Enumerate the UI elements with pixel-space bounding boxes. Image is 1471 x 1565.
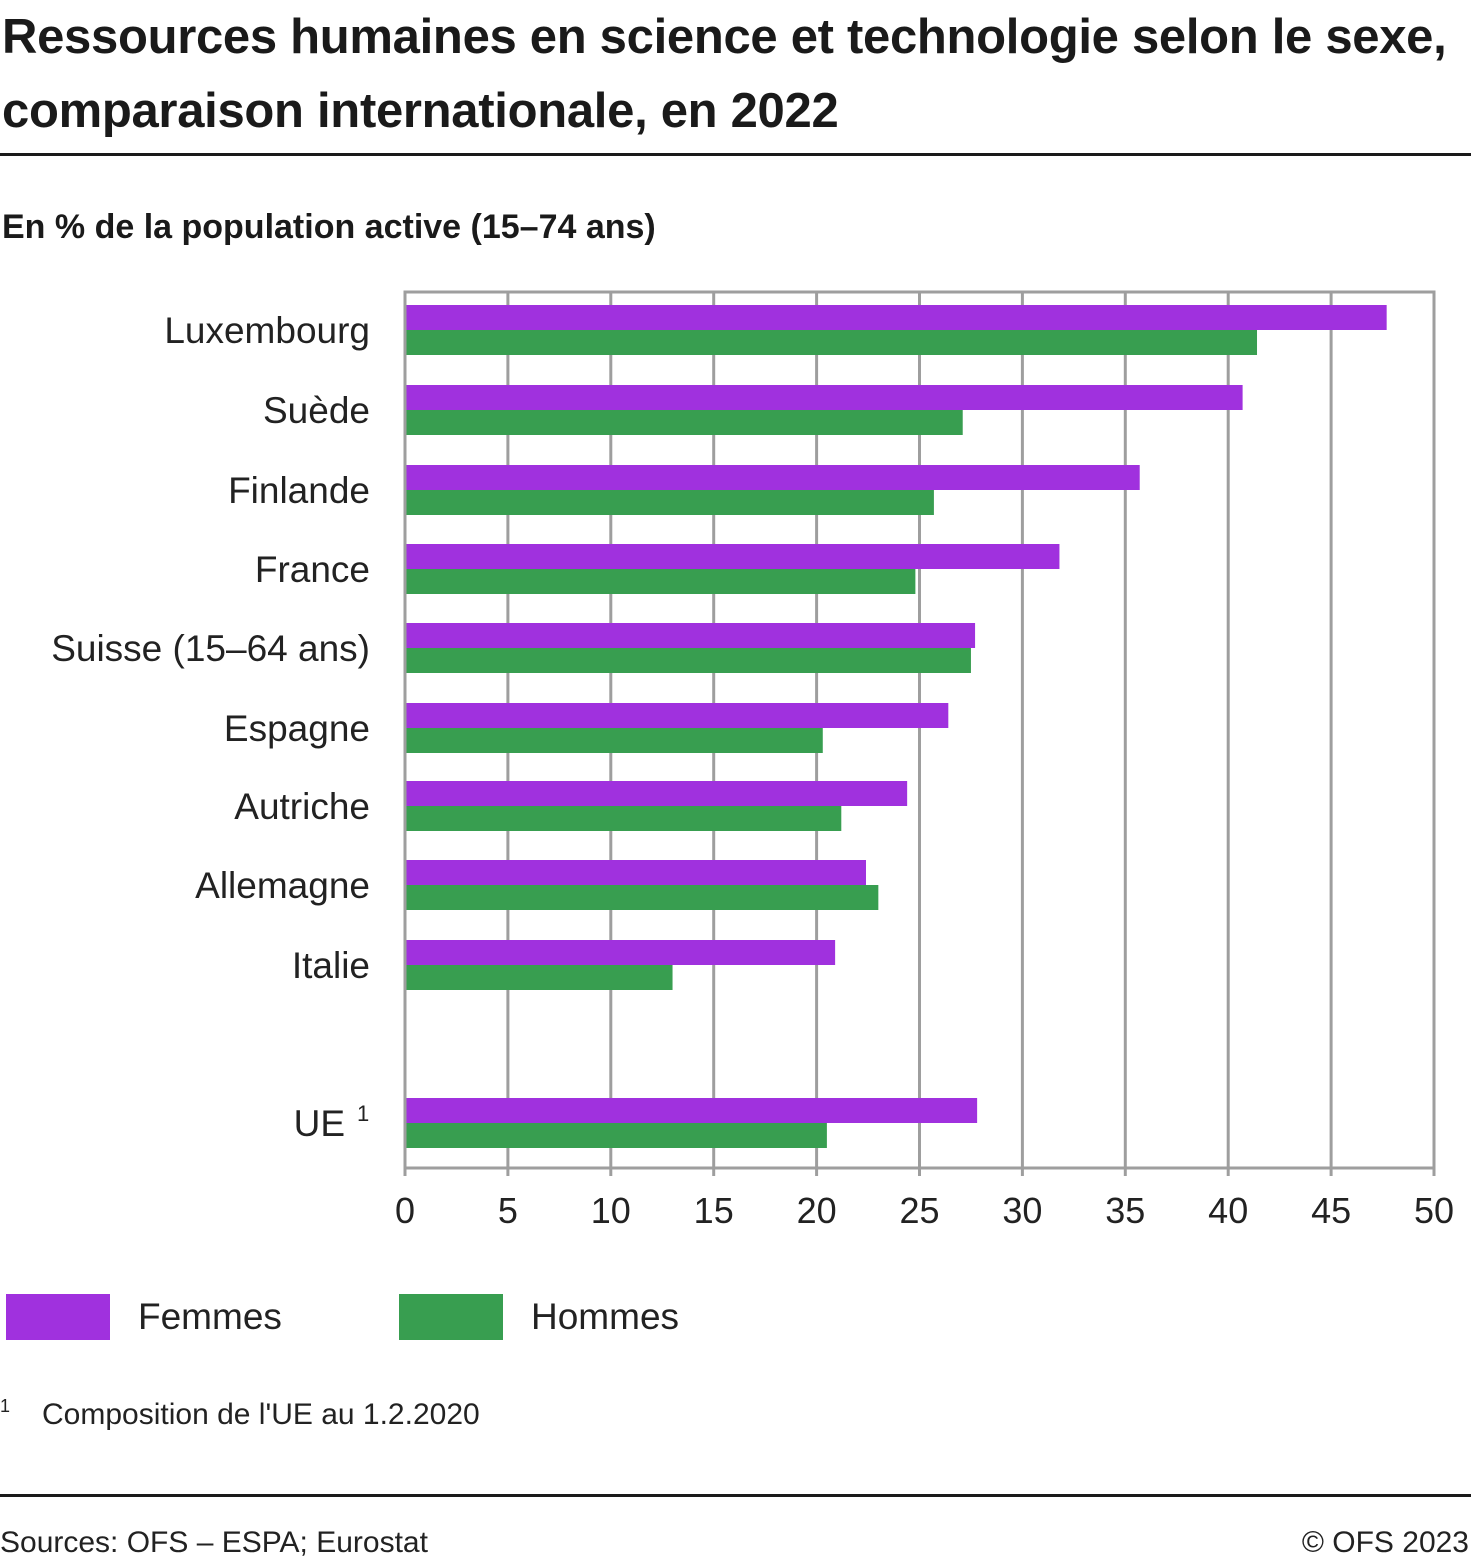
x-tick-label: 40 <box>1208 1190 1248 1231</box>
bar-femmes <box>406 623 976 648</box>
footer-divider <box>0 1494 1471 1497</box>
bar-chart: 0 5 10 15 20 25 30 35 40 45 50 Luxembourg Suède Finla… <box>51 290 1454 1231</box>
bar-hommes <box>406 885 879 910</box>
category-label: Suède <box>263 390 370 431</box>
bar-femmes <box>406 544 1060 569</box>
bar-hommes <box>406 965 673 990</box>
footnote: 1 Composition de l'UE au 1.2.2020 <box>0 1396 480 1432</box>
x-tick-label: 0 <box>395 1190 415 1231</box>
bar-hommes <box>406 1123 827 1148</box>
x-tick-label: 35 <box>1105 1190 1145 1231</box>
x-tick-label: 25 <box>899 1190 939 1231</box>
legend-swatch-hommes <box>399 1294 503 1340</box>
bar-hommes <box>406 728 823 753</box>
category-label: UE <box>294 1103 345 1144</box>
x-tick-label: 20 <box>797 1190 837 1231</box>
bar-hommes <box>406 330 1258 355</box>
title-divider <box>0 153 1471 156</box>
bar-hommes <box>406 410 963 435</box>
x-tick-label: 50 <box>1414 1190 1454 1231</box>
category-label: Italie <box>292 945 370 986</box>
category-label: Luxembourg <box>164 310 370 351</box>
x-tick-label: 45 <box>1311 1190 1351 1231</box>
footnote-text: Composition de l'UE au 1.2.2020 <box>42 1398 480 1431</box>
bar-hommes <box>406 569 916 594</box>
legend-item-femmes: Femmes <box>6 1293 282 1341</box>
x-tick-label: 5 <box>498 1190 518 1231</box>
footnote-marker: 1 <box>0 1396 11 1416</box>
legend-label-femmes: Femmes <box>138 1296 282 1337</box>
bar-femmes <box>406 465 1140 490</box>
bar-femmes <box>406 781 908 806</box>
category-label: Allemagne <box>195 865 370 906</box>
bar-hommes <box>406 806 842 831</box>
bar-femmes <box>406 703 949 728</box>
x-tick-label: 15 <box>694 1190 734 1231</box>
bar-femmes <box>406 940 836 965</box>
chart-title: Ressources humaines en science et techno… <box>2 10 1447 138</box>
x-tick-label: 30 <box>1002 1190 1042 1231</box>
category-label: Finlande <box>228 470 370 511</box>
bar-femmes <box>406 385 1243 410</box>
bar-femmes <box>406 305 1387 330</box>
category-label: Espagne <box>224 708 370 749</box>
chart-subtitle: En % de la population active (15–74 ans) <box>2 208 656 246</box>
category-label: France <box>255 549 370 590</box>
sources-text: Sources: OFS – ESPA; Eurostat <box>0 1526 428 1559</box>
copyright-text: © OFS 2023 <box>1301 1526 1469 1559</box>
legend-item-hommes: Hommes <box>399 1293 679 1341</box>
bar-femmes <box>406 1098 978 1123</box>
legend-swatch-femmes <box>6 1294 110 1340</box>
bar-femmes <box>406 860 866 885</box>
bar-hommes <box>406 490 934 515</box>
category-superscript: 1 <box>357 1101 369 1126</box>
x-tick-label: 10 <box>591 1190 631 1231</box>
category-label: Suisse (15–64 ans) <box>51 628 370 669</box>
category-label: Autriche <box>234 786 370 827</box>
bar-hommes <box>406 648 971 673</box>
legend-label-hommes: Hommes <box>531 1296 680 1337</box>
